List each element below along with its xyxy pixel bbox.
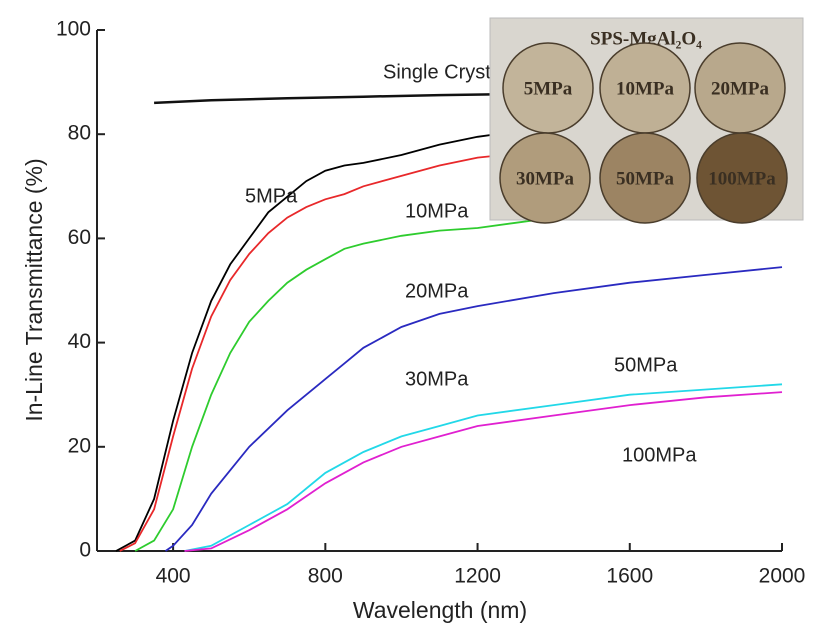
line (115, 112, 783, 552)
sample-label: 10MPa (616, 78, 675, 99)
x-tick-label: 1600 (606, 565, 653, 588)
sample-disc (499, 132, 591, 224)
series-label: Single Crystal (383, 61, 506, 83)
y-tick-label: 80 (68, 122, 91, 145)
y-axis-label: In-Line Transmittance (%) (21, 158, 47, 421)
sample-label: 100MPa (708, 168, 776, 189)
sample-label: 5MPa (524, 78, 573, 99)
line (119, 133, 783, 552)
y-tick-label: 0 (79, 539, 91, 562)
y-tick-label: 60 (68, 226, 91, 249)
series-label: 10MPa (405, 200, 469, 222)
y-tick-label: 100 (56, 18, 91, 41)
y-tick-label: 20 (68, 434, 91, 457)
sample-label: 50MPa (616, 168, 675, 189)
line (164, 266, 783, 552)
series-label: 30MPa (405, 368, 469, 390)
x-tick-label: 2000 (759, 565, 806, 588)
series-label: 50MPa (614, 354, 678, 376)
sample-label: 30MPa (516, 168, 575, 189)
inset-title: SPS-MgAl₂O₄ (590, 28, 702, 49)
line (134, 201, 783, 552)
line (184, 391, 783, 552)
series-label: 20MPa (405, 280, 469, 302)
x-tick-label: 400 (156, 565, 191, 588)
sample-disc (696, 132, 788, 224)
sample-disc (599, 132, 691, 224)
y-tick-label: 40 (68, 330, 91, 353)
x-tick-label: 1200 (454, 565, 501, 588)
x-tick-label: 800 (308, 565, 343, 588)
series-label: 5MPa (245, 185, 298, 207)
sample-label: 20MPa (711, 78, 770, 99)
line (184, 383, 783, 552)
series-label: 100MPa (622, 444, 697, 466)
x-axis-label: Wavelength (nm) (353, 597, 527, 623)
